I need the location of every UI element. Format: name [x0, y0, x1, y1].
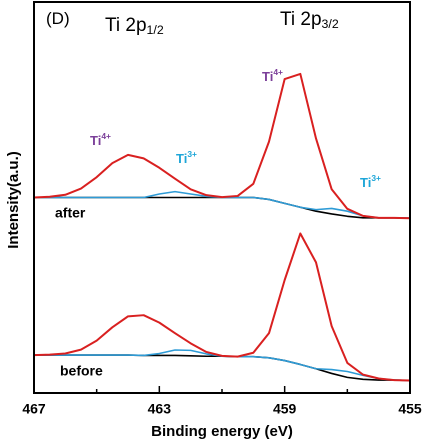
annotation-text: Ti	[262, 69, 273, 84]
annotation: Ti4+	[90, 131, 111, 148]
series-line	[34, 190, 411, 220]
annotation-text: Ti 2p	[280, 9, 322, 30]
annotation-text: Ti	[176, 151, 187, 166]
x-tick-label: 463	[148, 401, 172, 417]
annotation: Ti3+	[360, 173, 381, 190]
x-axis-label: Binding energy (eV)	[151, 423, 293, 440]
annotation-superscript: 4+	[101, 131, 111, 141]
annotation-subscript: 1/2	[147, 23, 164, 37]
annotation-text: Ti	[90, 133, 101, 148]
annotation: Ti 2p3/2	[280, 9, 339, 31]
series-line	[33, 232, 411, 382]
annotation: (D)	[46, 9, 70, 28]
series-line	[34, 196, 411, 220]
x-tick-label: 455	[398, 401, 422, 417]
annotation-text: (D)	[46, 9, 70, 28]
annotation-superscript: 3+	[187, 149, 197, 159]
y-axis-label: Intensity(a.u.)	[5, 151, 22, 249]
annotation: Ti4+	[262, 67, 283, 84]
series-label: before	[60, 363, 103, 379]
annotation-text: Ti 2p	[105, 15, 147, 36]
annotation-text: Ti	[360, 175, 371, 190]
series-line	[33, 72, 411, 220]
annotation-superscript: 3+	[371, 173, 381, 183]
x-tick-label: 467	[22, 401, 46, 417]
annotation: Ti3+	[176, 149, 197, 166]
series-label: after	[55, 205, 86, 221]
x-tick-label: 459	[273, 401, 297, 417]
annotation-superscript: 4+	[273, 67, 283, 77]
annotation-subscript: 3/2	[322, 17, 339, 31]
annotation: Ti 2p1/2	[105, 15, 164, 37]
